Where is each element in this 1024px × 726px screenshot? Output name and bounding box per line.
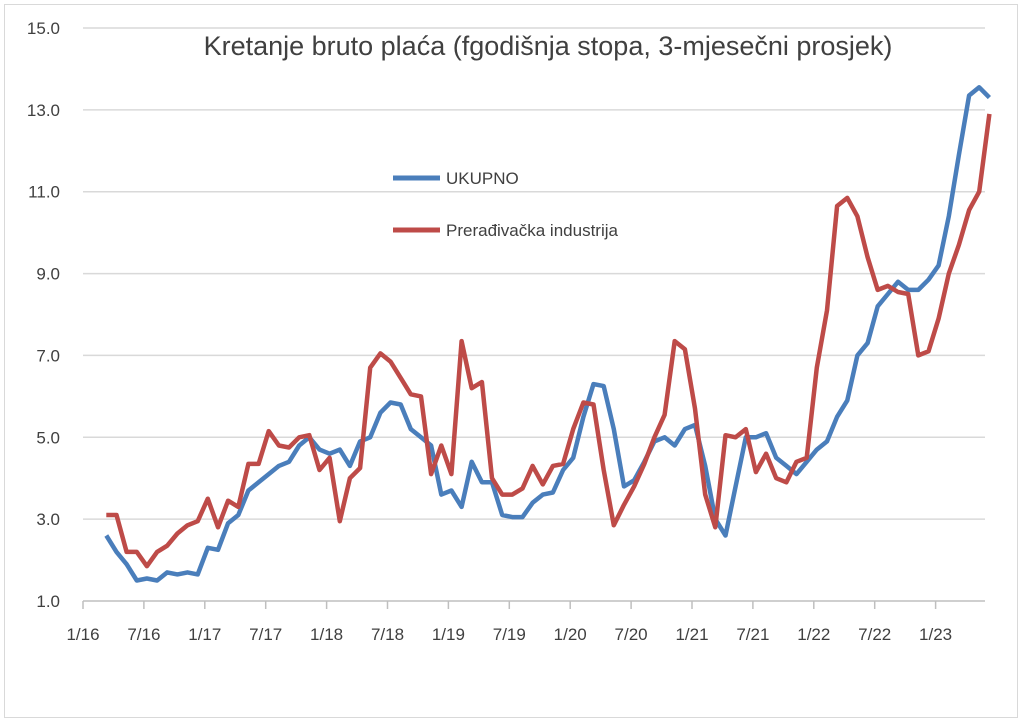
legend-label: UKUPNO	[446, 169, 519, 188]
x-tick-label: 1/20	[554, 625, 587, 644]
chart-title: Kretanje bruto plaća (fgodišnja stopa, 3…	[204, 31, 893, 61]
x-tick-label: 1/16	[66, 625, 99, 644]
x-tick-label: 7/20	[615, 625, 648, 644]
y-tick-label: 3.0	[36, 510, 60, 529]
chart-frame	[4, 4, 1018, 718]
gridlines	[83, 27, 985, 520]
x-tick-label: 1/21	[675, 625, 708, 644]
y-tick-label: 15.0	[27, 19, 60, 38]
y-tick-label: 7.0	[36, 346, 60, 365]
x-axis: 1/16 7/16 1/17 7/17 1/18 7/18 1/19 7/19 1/20 7/20…	[66, 600, 985, 644]
x-tick-label: 7/16	[127, 625, 160, 644]
y-tick-label: 13.0	[27, 101, 60, 120]
y-axis-labels: 1.0 3.0 5.0 7.0 9.0 11.0 13.0 15.0	[27, 19, 60, 611]
x-tick-label: 1/17	[188, 625, 221, 644]
y-tick-label: 9.0	[36, 265, 60, 284]
x-tick-label: 7/21	[736, 625, 769, 644]
legend: UKUPNO Prerađivačka industrija	[393, 169, 619, 240]
x-tick-label: 1/19	[432, 625, 465, 644]
y-tick-label: 5.0	[36, 428, 60, 447]
x-tick-label: 1/23	[919, 625, 952, 644]
legend-label: Prerađivačka industrija	[446, 221, 619, 240]
x-tick-label: 7/17	[249, 625, 282, 644]
x-tick-label: 7/22	[858, 625, 891, 644]
x-tick-label: 1/18	[310, 625, 343, 644]
y-tick-label: 11.0	[28, 183, 60, 202]
series-line-1	[106, 113, 992, 569]
series-line-0	[104, 85, 991, 583]
x-tick-label: 7/19	[493, 625, 526, 644]
x-tick-label: 1/22	[797, 625, 830, 644]
x-tick-label: 7/18	[371, 625, 404, 644]
y-tick-label: 1.0	[36, 592, 60, 611]
series-lines	[104, 85, 992, 583]
